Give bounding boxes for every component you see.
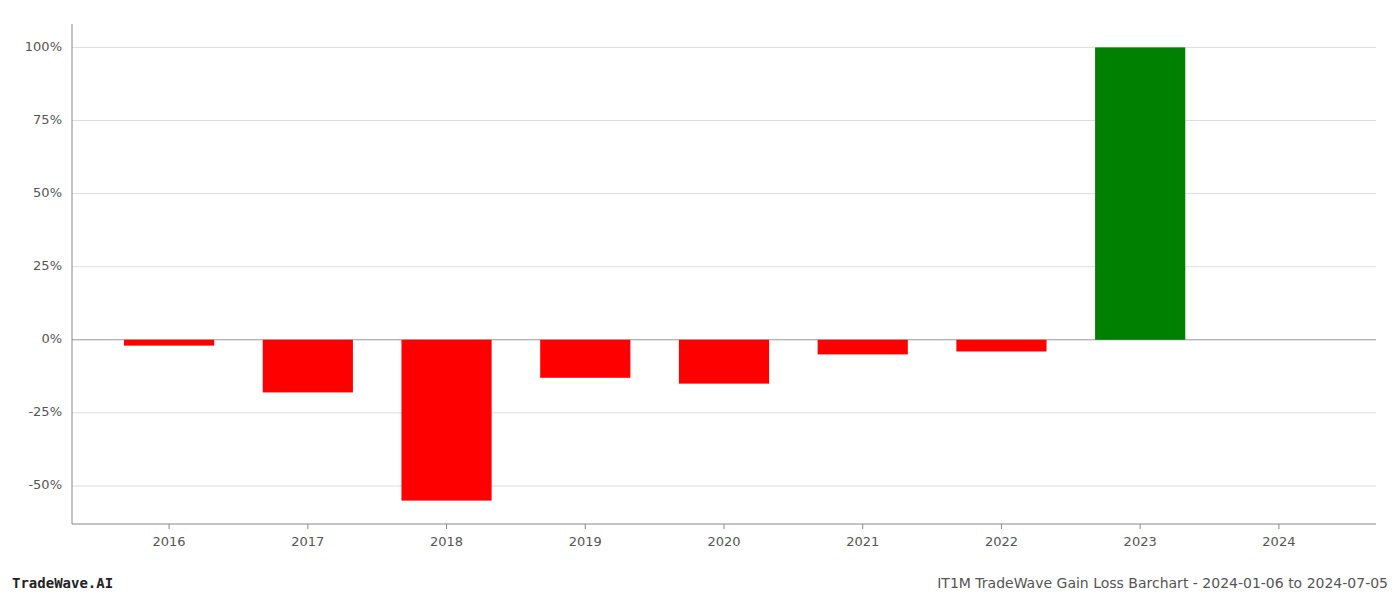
x-tick — [1001, 524, 1002, 529]
footer-right: IT1M TradeWave Gain Loss Barchart - 2024… — [937, 575, 1388, 591]
y-tick-label: 50% — [33, 185, 62, 200]
y-tick-label: 100% — [25, 39, 62, 54]
x-tick-label: 2019 — [569, 534, 602, 549]
y-tick-label: 0% — [41, 331, 62, 346]
bar — [540, 340, 630, 378]
x-tick-label: 2022 — [985, 534, 1018, 549]
grid — [72, 47, 1376, 486]
axes: -50% -25% 0% 25% 50% 75% 100% 2016 2017 2018 2019 2… — [25, 24, 1376, 549]
bar — [679, 340, 769, 384]
y-tick-label: 75% — [33, 112, 62, 127]
x-tick-label: 2017 — [291, 534, 324, 549]
x-tick-label: 2023 — [1124, 534, 1157, 549]
y-tick-label: -50% — [28, 477, 62, 492]
x-tick — [1140, 524, 1141, 529]
chart-svg: -50% -25% 0% 25% 50% 75% 100% 2016 2017 2018 2019 2… — [0, 0, 1400, 600]
bars — [124, 47, 1185, 500]
y-tick-label: -25% — [28, 404, 62, 419]
x-tick — [724, 524, 725, 529]
x-tick-label: 2018 — [430, 534, 463, 549]
x-tick — [862, 524, 863, 529]
footer-left: TradeWave.AI — [12, 575, 113, 591]
grid-line — [72, 412, 1376, 413]
bar — [263, 340, 353, 393]
bar — [956, 340, 1046, 352]
x-tick-label: 2024 — [1262, 534, 1295, 549]
x-tick — [307, 524, 308, 529]
x-tick — [169, 524, 170, 529]
x-tick — [446, 524, 447, 529]
x-tick — [585, 524, 586, 529]
bar — [124, 340, 214, 346]
y-axis-line — [72, 24, 73, 524]
x-tick-label: 2016 — [153, 534, 186, 549]
bar — [818, 340, 908, 355]
bar — [1095, 47, 1185, 339]
x-tick-label: 2020 — [707, 534, 740, 549]
x-tick-label: 2021 — [846, 534, 879, 549]
grid-line — [72, 485, 1376, 486]
y-tick-label: 25% — [33, 258, 62, 273]
chart-container: -50% -25% 0% 25% 50% 75% 100% 2016 2017 2018 2019 2… — [0, 0, 1400, 600]
bar — [401, 340, 491, 501]
x-tick — [1278, 524, 1279, 529]
